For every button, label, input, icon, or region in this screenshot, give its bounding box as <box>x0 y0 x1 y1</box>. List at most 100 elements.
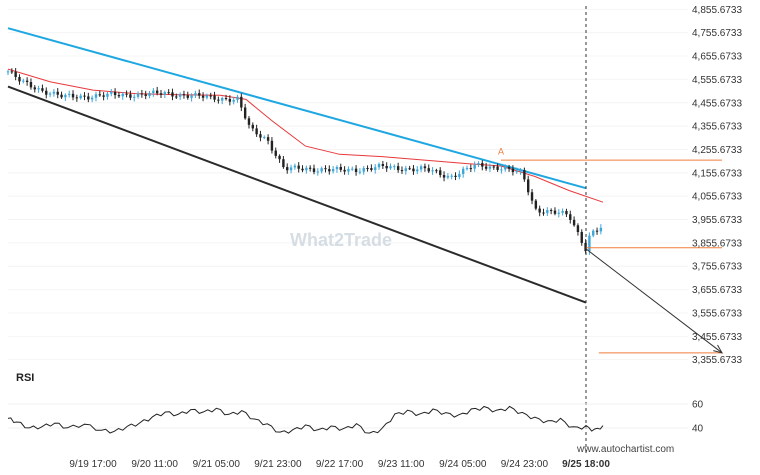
y-tick-label: 4,655.6733 <box>692 52 742 63</box>
candle-body <box>10 71 14 73</box>
candle-body <box>370 168 373 170</box>
candle-body <box>599 227 603 232</box>
moving-average-line <box>7 68 604 203</box>
y-tick-label: 4,455.6733 <box>692 98 742 109</box>
candle-body <box>484 166 488 169</box>
y-tick-label: 4,555.6733 <box>692 75 742 86</box>
candle-body <box>182 94 186 96</box>
rsi-panel: 60 40 <box>7 400 704 435</box>
candle-body <box>217 99 220 101</box>
candle-body <box>201 95 205 98</box>
candle-body <box>240 96 243 108</box>
candle-body <box>186 95 189 98</box>
candle-body <box>481 163 484 167</box>
candle-body <box>320 168 323 172</box>
candle-body <box>251 124 254 129</box>
y-tick-label: 4,755.6733 <box>692 28 742 39</box>
candle-body <box>331 169 335 172</box>
candle-body <box>228 98 232 102</box>
x-tick-label: 9/24 23:00 <box>501 459 549 470</box>
y-tick-label: 3,655.6733 <box>692 285 742 296</box>
candle-body <box>209 95 212 97</box>
candle-body <box>519 170 522 172</box>
candle-body <box>263 137 266 139</box>
candle-body <box>18 77 21 82</box>
candle-body <box>351 168 354 170</box>
candle-body <box>140 93 144 95</box>
candle-body <box>33 87 36 90</box>
candle-body <box>48 93 52 95</box>
candle-body <box>133 96 136 98</box>
candle-body <box>247 118 251 125</box>
rsi-title: RSI <box>16 372 34 384</box>
candle-body <box>308 167 312 169</box>
candle-body <box>243 107 247 119</box>
candle-body <box>152 90 155 94</box>
support-line <box>7 85 587 304</box>
x-tick-label: 9/21 05:00 <box>193 459 241 470</box>
candle-body <box>439 170 442 176</box>
candle-body <box>473 164 476 169</box>
candle-body <box>159 93 163 95</box>
candle-body <box>148 93 151 97</box>
candle-body <box>561 210 564 213</box>
candle-body <box>117 95 121 97</box>
y-tick-label: 3,955.6733 <box>692 215 742 226</box>
candle-body <box>205 95 209 98</box>
candle-body <box>385 166 388 169</box>
candle-body <box>144 94 147 97</box>
candle-body <box>523 170 526 180</box>
candle-body <box>595 230 599 232</box>
candle-body <box>588 235 591 252</box>
candle-body <box>25 80 29 83</box>
candle-body <box>98 94 101 96</box>
candle-body <box>68 93 71 95</box>
candle-body <box>534 200 538 209</box>
candle-body <box>178 94 182 97</box>
candle-body <box>316 171 320 173</box>
candle-body <box>94 94 98 98</box>
candle-body <box>29 82 33 88</box>
x-tick-label: 9/20 11:00 <box>131 459 178 470</box>
candle-body <box>41 88 44 91</box>
candle-body <box>557 212 560 214</box>
candle-body <box>404 168 407 172</box>
candle-body <box>362 168 365 172</box>
y-tick-label: 4,155.6733 <box>692 168 742 179</box>
candle-body <box>546 210 549 214</box>
candle-body <box>125 93 128 95</box>
candle-body <box>255 128 258 135</box>
candle-body <box>542 212 545 214</box>
candle-body <box>553 210 557 214</box>
candle-body <box>549 210 553 212</box>
candle-body <box>511 168 515 173</box>
candle-body <box>113 91 117 96</box>
candle-body <box>381 164 385 167</box>
candle-body <box>569 214 572 220</box>
candle-body <box>194 93 197 96</box>
candle-body <box>423 166 427 169</box>
candle-body <box>343 169 346 172</box>
candle-body <box>515 171 518 173</box>
projection-arrow <box>585 248 723 354</box>
candle-body <box>374 167 377 170</box>
y-tick-label: 4,855.6733 <box>692 5 742 16</box>
candle-body <box>171 92 174 97</box>
candle-body <box>270 140 274 151</box>
candle-body <box>110 91 113 94</box>
x-tick-label: 9/21 23:00 <box>254 459 302 470</box>
x-tick-label: 9/24 05:00 <box>439 459 487 470</box>
candle-body <box>175 96 178 98</box>
candle-body <box>504 166 507 170</box>
candle-body <box>488 166 492 169</box>
y-tick-label: 4,255.6733 <box>692 145 742 156</box>
candle-body <box>305 167 308 171</box>
watermark-logo: What2Trade <box>290 230 392 250</box>
rsi-tick-label: 60 <box>692 400 704 411</box>
candle-body <box>458 173 461 177</box>
source-label: www.autochartist.com <box>576 444 674 455</box>
x-tick-label: 9/22 17:00 <box>316 459 364 470</box>
resistance-line <box>7 27 587 190</box>
candle-body <box>155 90 159 94</box>
candle-body <box>6 71 10 73</box>
